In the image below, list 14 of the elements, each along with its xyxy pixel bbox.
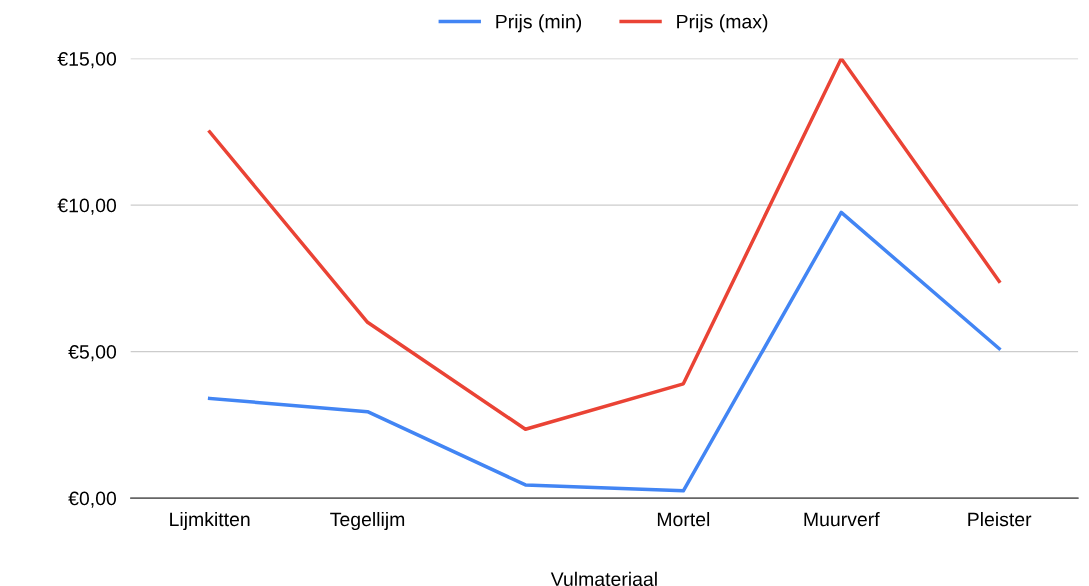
y-tick-label: €5,00 [68,345,117,362]
x-tick-label: Muurverf [804,512,880,527]
x-tick-label: Tegellijm [330,511,405,531]
x-tick-label: Pleister [968,511,1032,527]
y-tick-label: €0,00 [68,491,117,508]
y-tick-label: €15,00 [57,52,117,69]
line-series [207,58,1001,431]
legend-label: Prijs (min) [496,14,582,33]
x-axis-title: Vulmateriaal [550,571,657,586]
legend-label: Prijs (max) [677,14,768,33]
x-tick-label: Lijmkitten [170,511,250,531]
x-tick-label: Mortel [657,511,710,527]
y-tick-label: €10,00 [57,198,117,215]
line-series [207,210,1001,493]
